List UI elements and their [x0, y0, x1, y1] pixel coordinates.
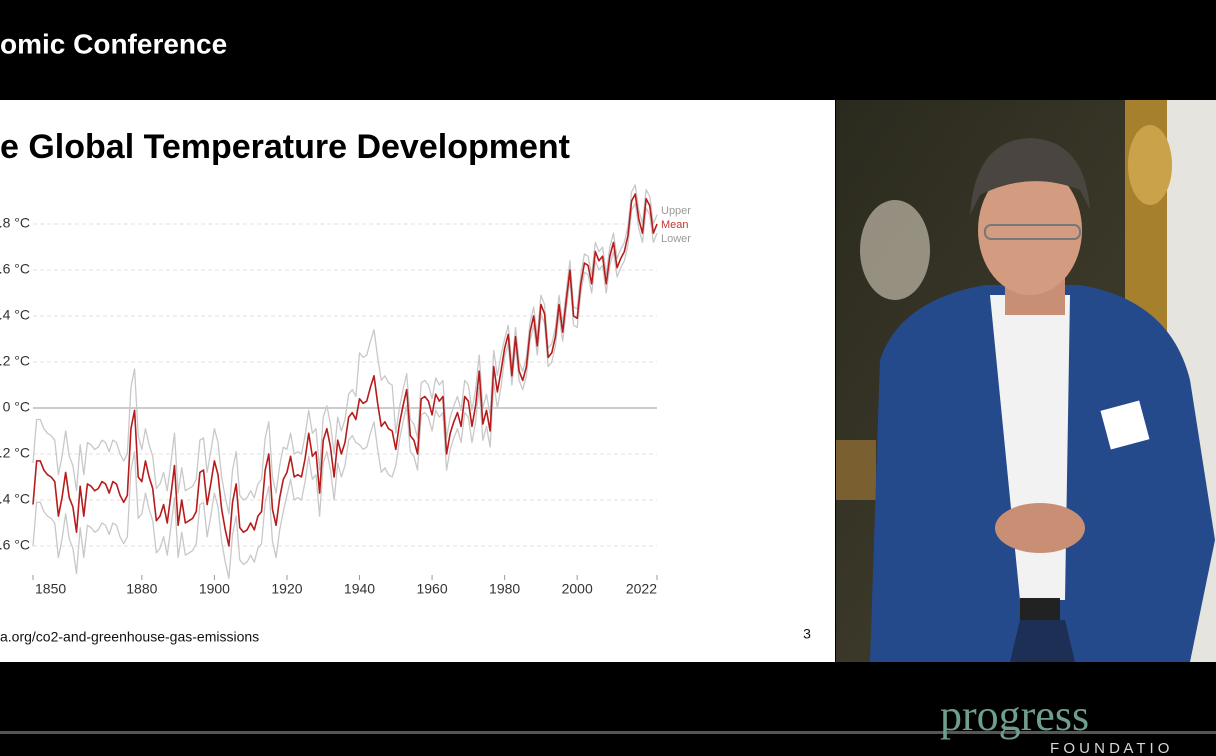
x-tick-label: 1900 [199, 581, 230, 597]
y-tick-label: 0.6 °C [0, 261, 30, 277]
x-tick-label: 1980 [489, 581, 520, 597]
y-tick-label: -0.4 °C [0, 491, 30, 507]
line-series [32, 193, 658, 547]
line-series [32, 202, 658, 579]
y-tick-label: 0.4 °C [0, 307, 30, 323]
painting-detail [860, 200, 930, 300]
x-tick-label: 1920 [271, 581, 302, 597]
name-badge [1100, 400, 1150, 450]
header-title: omic Conference [0, 28, 227, 59]
line-series [32, 184, 658, 515]
hair [970, 138, 1090, 215]
frame-bottom [836, 440, 876, 500]
progress-bar[interactable] [0, 731, 1216, 734]
x-tick-label: 2000 [562, 581, 593, 597]
legend-label: Lower [661, 233, 691, 245]
x-tick-label: 1960 [416, 581, 447, 597]
chart: -0.6 °C -0.4 °C -0.2 °C 0 °C 0.2 °C 0.4 °C 0.6… [0, 184, 691, 597]
logo: progress [940, 691, 1089, 740]
y-tick-label: -0.2 °C [0, 445, 30, 461]
y-tick-label: 0.2 °C [0, 353, 30, 369]
logo-subtitle: F O U N D A T I O [1050, 740, 1169, 756]
x-tick-label: 1940 [344, 581, 375, 597]
slide-number: 3 [803, 626, 811, 642]
y-tick-label: -0.6 °C [0, 537, 30, 553]
legend-label: Upper [661, 205, 691, 217]
belt [1020, 598, 1060, 620]
slide-source: a.org/co2-and-greenhouse-gas-emissions [0, 629, 259, 645]
frame-ornament [1128, 125, 1172, 205]
y-tick-label: 0.8 °C [0, 215, 30, 231]
x-tick-label: 1850 [35, 581, 66, 597]
slide-title: e Global Temperature Development [0, 128, 570, 166]
x-tick-label: 2022 [626, 581, 657, 597]
x-tick-label: 1880 [126, 581, 157, 597]
trousers [1010, 620, 1075, 662]
y-tick-label: 0 °C [3, 399, 30, 415]
speaker-photo [836, 100, 1216, 662]
slide [0, 100, 835, 662]
legend-label: Mean [661, 219, 689, 231]
hands [995, 503, 1085, 553]
head [978, 165, 1082, 295]
glasses [984, 224, 1081, 240]
